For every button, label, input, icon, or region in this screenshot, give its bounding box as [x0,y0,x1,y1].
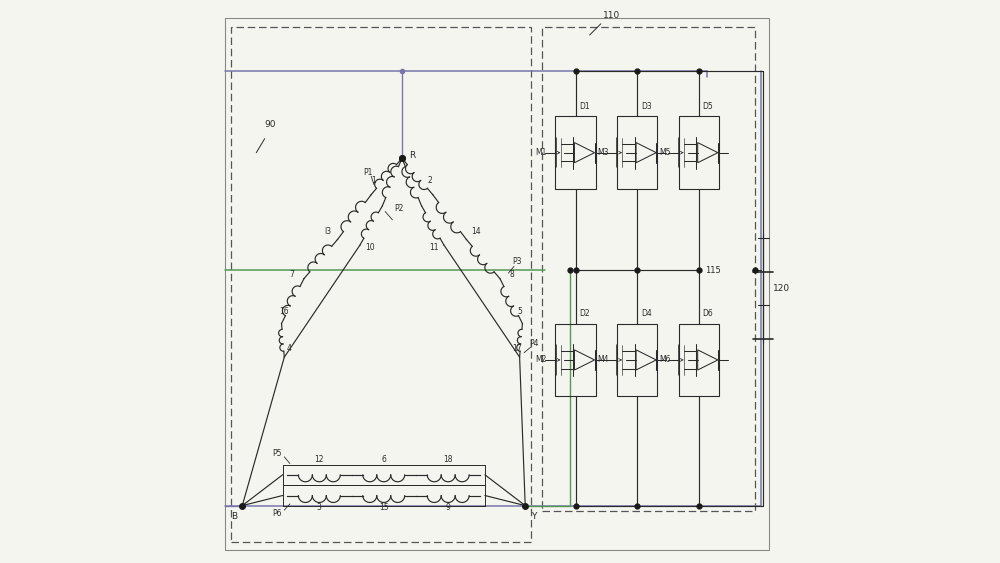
Text: M1: M1 [536,148,547,157]
Text: M4: M4 [597,355,609,364]
Text: P4: P4 [529,338,538,347]
Text: 18: 18 [443,454,453,463]
Text: 11: 11 [429,243,439,252]
Text: D4: D4 [641,309,652,318]
Text: 9: 9 [446,503,451,512]
Text: 120: 120 [773,284,791,293]
Text: D5: D5 [702,102,713,111]
Text: 7: 7 [289,270,294,279]
Text: D6: D6 [702,309,713,318]
Text: 5: 5 [517,307,522,316]
Text: 15: 15 [379,503,389,512]
Text: 10: 10 [365,243,375,252]
Text: P5: P5 [272,449,282,458]
Text: 1: 1 [372,176,376,185]
Text: 12: 12 [315,454,324,463]
Text: D3: D3 [641,102,652,111]
Text: 8: 8 [510,270,515,279]
Text: 17: 17 [512,344,522,353]
Text: P1: P1 [364,168,373,177]
Text: 14: 14 [472,226,481,235]
Text: R: R [409,151,415,160]
Text: P3: P3 [512,257,522,266]
Text: 4: 4 [286,344,291,353]
Text: M3: M3 [597,148,609,157]
Text: P6: P6 [272,509,282,518]
Text: 90: 90 [265,120,276,129]
Text: M5: M5 [659,148,670,157]
Text: D1: D1 [579,102,590,111]
Text: 110: 110 [603,11,621,20]
Text: M2: M2 [536,355,547,364]
Text: D2: D2 [579,309,590,318]
Text: 16: 16 [280,307,289,316]
Text: Y: Y [531,512,536,521]
Text: B: B [231,512,237,521]
Text: M6: M6 [659,355,670,364]
Text: P2: P2 [395,204,404,213]
Text: 6: 6 [381,454,386,463]
Text: 2: 2 [428,176,432,185]
Text: 115: 115 [706,266,721,275]
Text: 3: 3 [317,503,322,512]
Text: l3: l3 [324,226,331,235]
